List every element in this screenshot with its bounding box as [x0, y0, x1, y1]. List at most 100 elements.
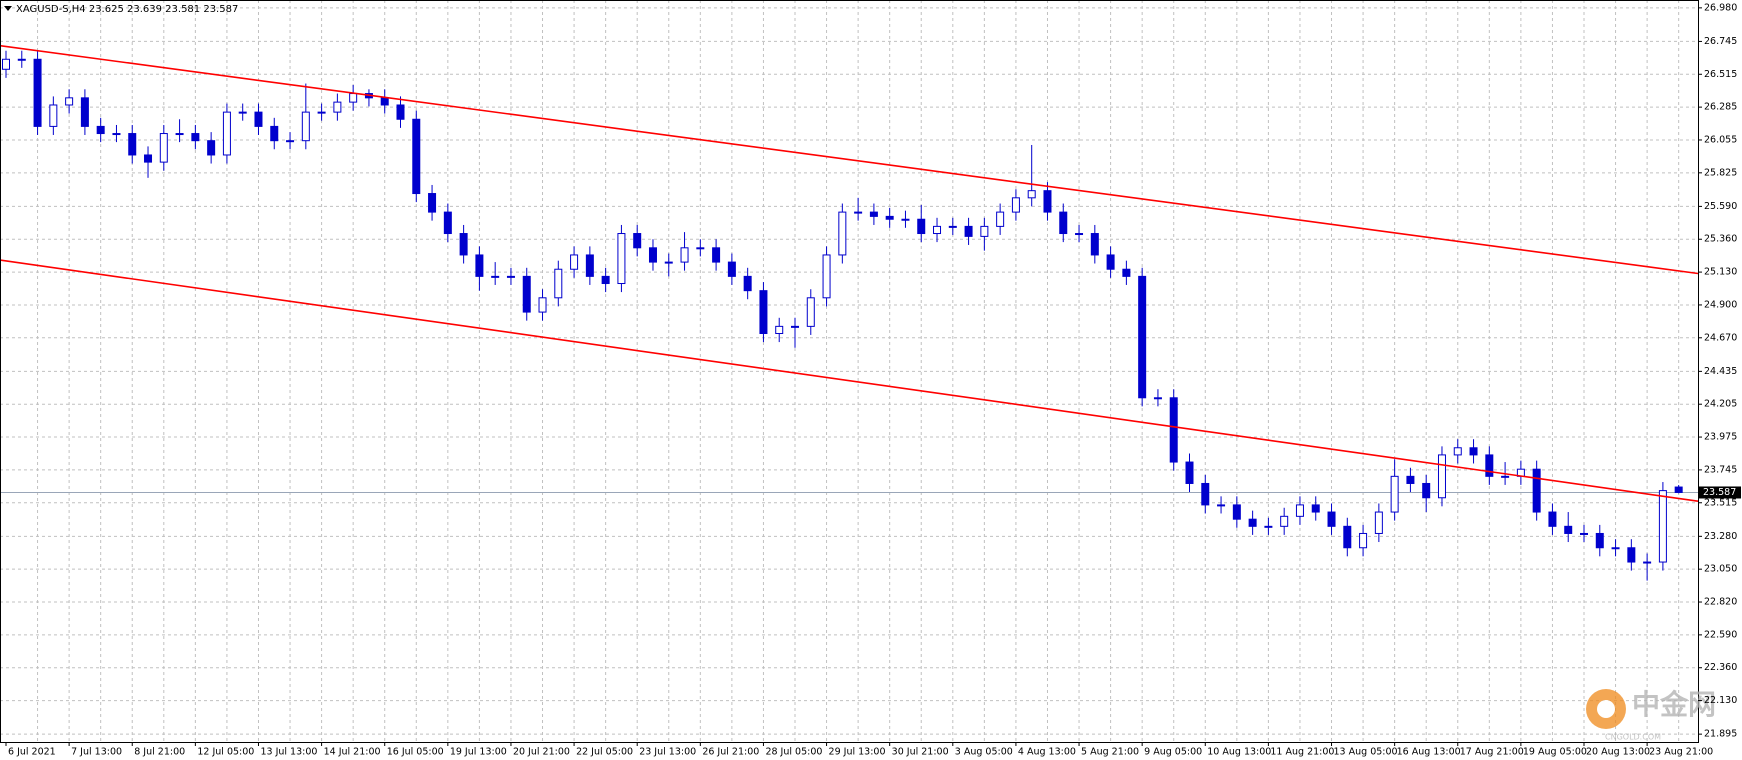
candle-body — [854, 211, 863, 214]
candle-body — [1201, 482, 1210, 506]
candle-body — [1374, 511, 1383, 534]
candle-body — [333, 101, 342, 113]
candle-body — [901, 218, 910, 221]
candle-body — [1643, 561, 1652, 564]
candle-body — [648, 247, 657, 263]
x-tick-label: 19 Aug 05:00 — [1523, 747, 1587, 758]
x-tick-label: 26 Jul 21:00 — [702, 747, 759, 758]
candle-body — [1232, 504, 1241, 520]
price-label-box — [1699, 486, 1741, 499]
x-tick-label: 29 Jul 13:00 — [829, 747, 886, 758]
candle-body — [1564, 525, 1573, 534]
candle-body — [380, 97, 389, 106]
candle-body — [286, 140, 295, 143]
candle-body — [1343, 525, 1352, 549]
x-tick-label: 19 Jul 13:00 — [450, 747, 507, 758]
y-tick-label: 25.130 — [1704, 267, 1737, 278]
candle-body — [1359, 532, 1368, 549]
candle-body — [996, 211, 1005, 227]
candle-body — [806, 297, 815, 327]
y-tick-label: 23.280 — [1704, 531, 1737, 542]
candle-body — [1075, 233, 1084, 236]
y-tick-label: 23.745 — [1704, 464, 1737, 475]
candle-body — [680, 247, 689, 263]
candle-body — [459, 233, 468, 256]
candle-body — [112, 133, 121, 136]
y-tick-label: 22.360 — [1704, 662, 1737, 673]
candle-body — [1295, 504, 1304, 517]
x-tick-label: 7 Jul 13:00 — [71, 747, 122, 758]
candle-body — [1485, 454, 1494, 477]
x-tick-label: 13 Jul 13:00 — [260, 747, 317, 758]
candle-body — [1437, 454, 1446, 499]
candle-body — [664, 261, 673, 264]
candle-body — [869, 211, 878, 217]
candle-body — [301, 111, 310, 142]
candle-body — [1595, 532, 1604, 549]
x-tick-label: 16 Aug 13:00 — [1397, 747, 1461, 758]
candle-body — [538, 297, 547, 313]
x-tick-label: 20 Aug 13:00 — [1586, 747, 1650, 758]
candle-body — [349, 93, 358, 103]
y-tick-label: 23.975 — [1704, 432, 1737, 443]
watermark-text: 中金网 — [1632, 688, 1716, 721]
y-tick-label: 21.895 — [1704, 729, 1737, 740]
candle-body — [791, 325, 799, 328]
candle-body — [1264, 525, 1273, 528]
y-tick-label: 26.285 — [1704, 102, 1737, 113]
watermark: 中金网 CNGOLD.COM — [1586, 688, 1716, 742]
candle-body — [522, 275, 531, 313]
candle-body — [885, 215, 894, 220]
x-tick-label: 23 Aug 21:00 — [1649, 747, 1713, 758]
y-tick-label: 26.745 — [1704, 36, 1737, 47]
y-tick-label: 22.820 — [1704, 597, 1737, 608]
trendline — [0, 259, 1699, 502]
candle-body — [948, 225, 957, 228]
candle-body — [1248, 518, 1257, 527]
candle-body — [222, 111, 231, 156]
candle-body — [207, 140, 216, 156]
candle-body — [1122, 268, 1131, 277]
y-tick-label: 24.670 — [1704, 332, 1737, 343]
candle-body — [1501, 475, 1510, 478]
y-tick-label: 25.360 — [1704, 234, 1737, 245]
candle-body — [1611, 547, 1620, 550]
candle-body — [506, 275, 515, 278]
candle-body — [49, 104, 58, 127]
candle-body — [1011, 197, 1020, 213]
candle-body — [175, 133, 184, 136]
chart-title: XAGUSD-S,H4 23.625 23.639 23.581 23.587 — [16, 4, 238, 15]
watermark-logo-inner — [1597, 700, 1615, 718]
candle-body — [633, 233, 642, 249]
x-tick-label: 11 Aug 21:00 — [1270, 747, 1334, 758]
menu-icon[interactable] — [4, 6, 12, 11]
x-tick-label: 10 Aug 13:00 — [1207, 747, 1271, 758]
candle-body — [254, 111, 263, 127]
candle-body — [1658, 490, 1667, 563]
candle-body — [1027, 190, 1036, 199]
candle-body — [412, 118, 421, 195]
candle-body — [1217, 504, 1226, 507]
x-tick-label: 14 Jul 21:00 — [324, 747, 381, 758]
x-tick-label: 16 Jul 05:00 — [387, 747, 444, 758]
candle-body — [1532, 468, 1541, 513]
candle-body — [775, 325, 784, 335]
candle-body — [1311, 504, 1320, 513]
candle-body — [65, 97, 74, 106]
candle-body — [1674, 486, 1683, 493]
candle-body — [1169, 397, 1178, 463]
candle-body — [1406, 475, 1415, 484]
candle-body — [727, 261, 736, 277]
candle-body — [1390, 475, 1399, 513]
candle-body — [980, 225, 989, 237]
candle-body — [759, 290, 768, 335]
candle-body — [1043, 190, 1052, 213]
candle-body — [80, 97, 89, 127]
candle-body — [964, 225, 973, 237]
candle-body — [144, 154, 153, 163]
candle-body — [17, 58, 26, 61]
candle-body — [617, 233, 626, 285]
x-tick-label: 13 Aug 05:00 — [1334, 747, 1398, 758]
x-tick-label: 9 Aug 05:00 — [1144, 747, 1202, 758]
